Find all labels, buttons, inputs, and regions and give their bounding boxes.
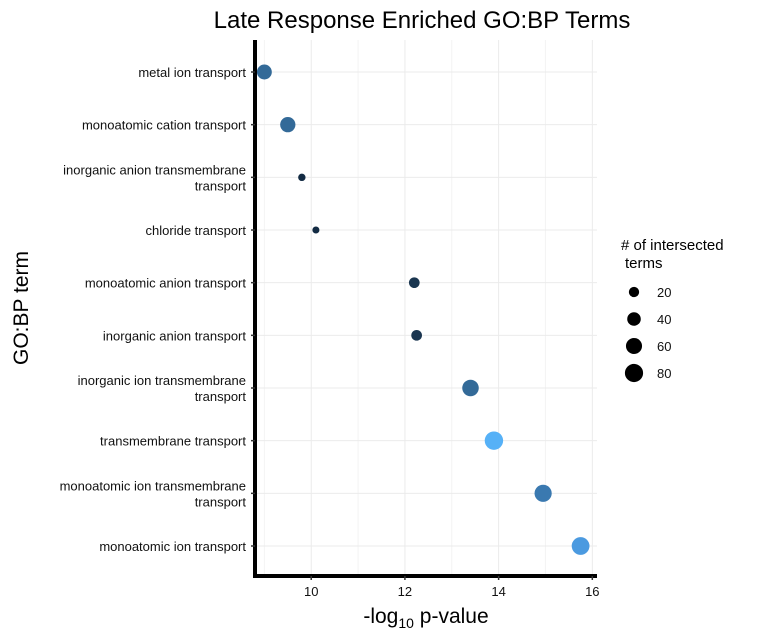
data-point xyxy=(534,484,552,502)
y-tick-label: monoatomic cation transport xyxy=(82,118,246,133)
legend-key-circle xyxy=(627,312,641,326)
data-point xyxy=(411,329,422,341)
x-axis-title: -log10 p-value xyxy=(363,605,488,631)
legend-title-line-1: # of intersected xyxy=(621,237,724,254)
y-tick-label-line: inorganic ion transmembrane xyxy=(78,373,246,388)
legend-key-circle xyxy=(628,286,640,298)
legend-key-circle xyxy=(624,363,644,383)
chart-title: Late Response Enriched GO:BP Terms xyxy=(214,7,631,34)
data-point xyxy=(484,431,504,450)
y-tick-label-line: transmembrane transport xyxy=(100,434,246,449)
x-tick-label: 10 xyxy=(304,584,318,599)
data-point xyxy=(462,379,479,397)
data-point xyxy=(298,173,306,182)
data-point xyxy=(280,117,296,133)
y-tick-label-line: monoatomic anion transport xyxy=(85,276,247,291)
y-tick-label: inorganic anion transmembrane transport xyxy=(63,162,246,193)
data-point xyxy=(408,277,420,289)
y-tick-label-line: transport xyxy=(195,494,247,509)
y-tick-label-line: metal ion transport xyxy=(138,65,246,80)
legend-title: # of intersected terms xyxy=(621,237,728,272)
y-tick-label: monoatomic ion transmembrane transport xyxy=(60,478,247,509)
y-tick-label: inorganic ion transmembrane transport xyxy=(78,373,247,404)
size-legend: # of intersected terms 20 40 60 80 xyxy=(621,237,728,383)
legend-label: 40 xyxy=(657,312,671,327)
y-tick-label: monoatomic anion transport xyxy=(85,276,247,291)
y-axis-title: GO:BP term xyxy=(10,251,33,365)
x-tick-layer: 10 12 14 16 xyxy=(304,576,600,599)
data-point xyxy=(312,226,320,234)
y-tick-label: chloride transport xyxy=(146,223,247,238)
x-tick-label: 14 xyxy=(491,584,505,599)
y-tick-label-line: monoatomic cation transport xyxy=(82,118,246,133)
y-tick-label: metal ion transport xyxy=(138,65,246,80)
y-tick-label-line: transport xyxy=(195,178,247,193)
points-layer xyxy=(256,64,590,555)
legend-items: 20 40 60 80 xyxy=(624,285,671,383)
y-tick-label: inorganic anion transport xyxy=(103,328,246,343)
legend-label: 20 xyxy=(657,285,671,300)
y-tick-layer: metal ion transport monoatomic cation tra… xyxy=(60,65,255,554)
y-tick-label: monoatomic ion transport xyxy=(99,539,246,554)
y-tick-label-line: monoatomic ion transmembrane xyxy=(60,478,246,493)
y-tick-label-line: transport xyxy=(195,389,247,404)
x-axis-title-subscript: 10 xyxy=(398,615,414,631)
legend-key-circle xyxy=(625,337,643,355)
y-tick-label-line: chloride transport xyxy=(146,223,247,238)
legend-label: 60 xyxy=(657,339,671,354)
legend-title-line-2: terms xyxy=(625,255,663,272)
x-axis-title-rest: p-value xyxy=(414,605,489,628)
legend-label: 80 xyxy=(657,366,671,381)
y-tick-label: transmembrane transport xyxy=(100,434,246,449)
x-tick-label: 16 xyxy=(585,584,599,599)
data-point xyxy=(256,64,272,80)
x-tick-label: 12 xyxy=(398,584,412,599)
grid-layer xyxy=(255,40,597,576)
y-tick-label-line: inorganic anion transmembrane xyxy=(63,162,246,177)
y-tick-label-line: inorganic anion transport xyxy=(103,328,246,343)
y-tick-label-line: monoatomic ion transport xyxy=(99,539,246,554)
x-axis-title-main: -log xyxy=(363,605,398,628)
data-point xyxy=(571,537,590,555)
